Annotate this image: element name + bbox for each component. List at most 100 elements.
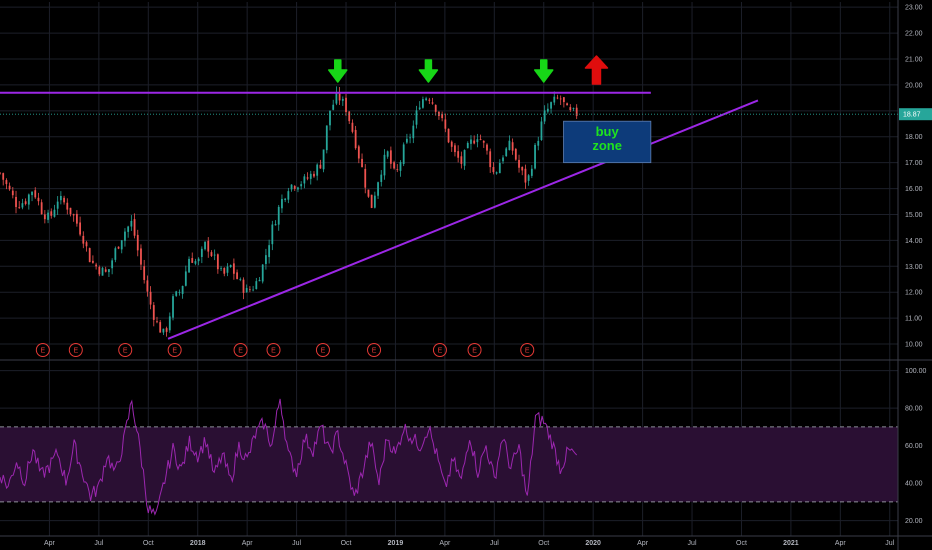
candle-body [165,328,168,332]
candle-body [559,98,562,100]
candle-body [466,142,469,149]
x-tick-label: Apr [835,540,847,547]
candle-body [527,175,530,181]
candle-body [239,279,242,280]
candle-body [482,140,485,143]
candle-body [277,206,280,225]
candle-body [428,99,431,101]
price-tick-label: 18.00 [905,134,923,141]
candle-body [265,255,267,264]
candle-body [152,305,155,320]
candle-body [425,98,428,101]
candle-body [191,258,194,263]
candle-body [550,102,552,109]
rsi-tick-label: 100.00 [905,368,927,375]
candle-body [178,292,181,293]
candle-body [194,261,197,264]
price-tick-label: 14.00 [905,238,923,245]
trendlines [0,91,759,340]
price-tick-label: 22.00 [905,31,923,38]
x-tick-label: 2020 [585,540,601,547]
candle-body [498,162,501,174]
earnings-marker [233,343,248,357]
candle-body [47,212,49,220]
candle-body [210,252,213,256]
candle-body [50,211,53,216]
price-tick-label: 11.00 [905,316,922,323]
x-tick-label: Apr [44,540,56,547]
candles [0,86,578,337]
earnings-marker [35,343,50,357]
candle-body [518,159,520,168]
candle-body [335,92,338,104]
candle-body [575,107,578,116]
candle-body [303,176,306,184]
candle-body [412,125,415,139]
candle-body [546,108,549,112]
candle-body [422,99,424,108]
candle-body [236,272,238,279]
candle-body [380,174,383,182]
candle-body [258,279,261,282]
earnings-label: E [438,348,443,355]
candle-body [114,248,117,260]
candle-body [450,141,453,147]
candle-body [511,142,514,151]
candle-body [124,231,126,241]
candle-body [553,96,556,103]
candle-body [181,285,184,294]
candle-body [290,184,293,190]
candle-body [502,157,504,162]
candle-body [85,242,88,247]
x-tick-label: Apr [637,540,649,547]
rsi-band [0,426,898,503]
candle-body [34,190,37,198]
candle-body [156,321,158,323]
candle-body [27,194,30,205]
rsi-band-fill [0,426,898,502]
candle-body [284,198,287,200]
candle-body [136,234,139,251]
candle-body [460,156,463,164]
candle-body [473,140,476,144]
candle-body [127,226,130,232]
candle-body [297,187,299,190]
price-tick-label: 13.00 [905,264,923,271]
candle-body [373,195,376,208]
earnings-label: E [41,348,46,355]
candle-body [31,191,33,196]
earnings-label: E [372,348,377,355]
candle-body [556,97,559,99]
candle-body [56,201,59,209]
x-tick-label: Oct [341,540,352,547]
earnings-label: E [271,348,276,355]
candle-body [232,263,235,274]
candle-body [197,258,200,262]
buy-zone-label-2: zone [592,138,622,153]
earnings-label: E [172,348,177,355]
price-tick-label: 21.00 [905,57,923,64]
candle-body [441,114,444,119]
candle-body [514,149,517,160]
candle-body [143,266,146,280]
candle-body [300,184,303,187]
candle-body [140,248,142,265]
candle-body [431,102,434,104]
price-tick-label: 17.00 [905,160,923,167]
candle-body [332,104,335,110]
candle-body [149,291,152,305]
candle-body [274,224,277,226]
candle-body [569,107,572,111]
candle-body [393,162,395,169]
candle-body [18,207,21,209]
x-tick-label: Jul [885,540,894,547]
candle-body [396,169,399,171]
candle-body [386,151,389,157]
candle-body [492,167,495,173]
candle-body [313,173,315,177]
rsi-tick-label: 60.00 [905,443,923,450]
candle-body [108,269,110,273]
candle-body [341,98,344,101]
candle-body [261,264,264,282]
